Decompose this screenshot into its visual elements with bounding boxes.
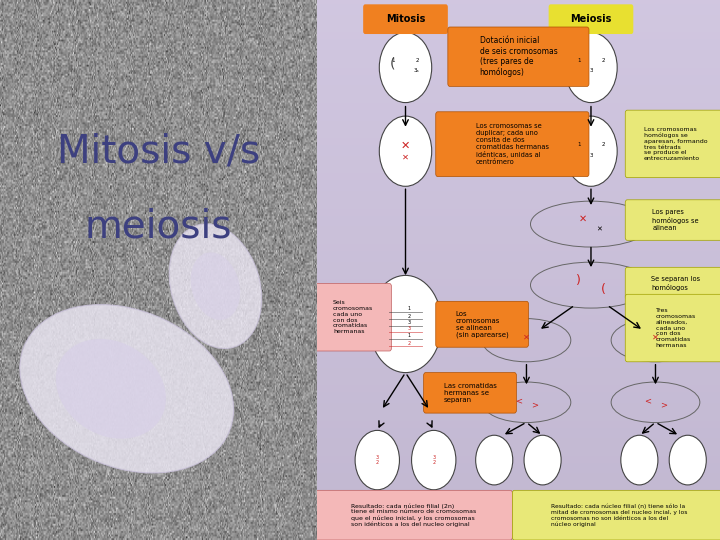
Circle shape (564, 32, 617, 103)
Text: Resultado: cada núcleo filial (n) tiene sólo la
mitad de cromosomas del nucleo i: Resultado: cada núcleo filial (n) tiene … (551, 503, 688, 527)
Text: Tres
cromosomas
alineados,
cada uno
con dos
cromatidas
hermanas: Tres cromosomas alineados, cada uno con … (655, 308, 696, 348)
Circle shape (379, 116, 432, 186)
Circle shape (369, 275, 442, 373)
Circle shape (412, 430, 456, 490)
FancyBboxPatch shape (315, 490, 513, 540)
Text: ✕: ✕ (596, 226, 602, 233)
Text: 2: 2 (416, 58, 419, 63)
Text: Resultado: cada núcleo filial (2n)
tiene el mismo número de cromosomas
que el nú: Resultado: cada núcleo filial (2n) tiene… (351, 503, 476, 527)
FancyBboxPatch shape (448, 27, 589, 86)
FancyBboxPatch shape (625, 200, 720, 240)
Text: >: > (531, 400, 538, 409)
Ellipse shape (169, 224, 261, 348)
FancyBboxPatch shape (625, 294, 720, 362)
Text: 2: 2 (408, 314, 411, 319)
Text: ✕: ✕ (652, 333, 659, 342)
Text: 1: 1 (577, 142, 580, 147)
Ellipse shape (56, 339, 166, 438)
Text: Los cromosomas se
duplicar; cada uno
consita de dos
cromatidas hermanas
idéntica: Los cromosomas se duplicar; cada uno con… (476, 123, 549, 165)
Text: Se separan los
homólogos: Se separan los homólogos (651, 276, 701, 291)
FancyBboxPatch shape (625, 267, 720, 300)
Text: <: < (644, 396, 651, 405)
Text: 3
2: 3 2 (376, 455, 379, 465)
Text: 3
2: 3 2 (432, 455, 436, 465)
Text: 1: 1 (408, 307, 411, 312)
Text: 1: 1 (577, 58, 580, 63)
Text: 3: 3 (408, 320, 411, 325)
Circle shape (379, 32, 432, 103)
Text: 3: 3 (589, 69, 593, 73)
Text: 2: 2 (601, 58, 605, 63)
Text: (: ( (390, 57, 395, 71)
FancyBboxPatch shape (423, 373, 516, 413)
Text: Los pares
homólogos se
alinean: Los pares homólogos se alinean (652, 210, 699, 231)
Text: Mitosis: Mitosis (386, 14, 426, 24)
Circle shape (355, 430, 400, 490)
Text: Mitosis v/s: Mitosis v/s (57, 132, 260, 170)
Circle shape (524, 435, 561, 485)
Text: ✕: ✕ (523, 333, 530, 342)
Circle shape (669, 435, 706, 485)
FancyBboxPatch shape (625, 110, 720, 178)
Text: 1: 1 (392, 58, 395, 63)
Text: 2: 2 (601, 142, 605, 147)
Text: meiosis: meiosis (85, 208, 232, 246)
FancyBboxPatch shape (315, 284, 392, 351)
Text: ✕: ✕ (579, 214, 587, 224)
Text: >: > (660, 400, 667, 409)
Text: (: ( (600, 283, 606, 296)
Text: Meiosis: Meiosis (570, 14, 612, 24)
Text: 1: 1 (408, 333, 411, 338)
Text: 3: 3 (589, 153, 593, 158)
Text: 3ₐ: 3ₐ (413, 69, 419, 73)
Circle shape (621, 435, 658, 485)
Text: Dotación inicial
de seis cromosomas
(tres pares de
homólogos): Dotación inicial de seis cromosomas (tre… (480, 36, 557, 77)
Text: ): ) (577, 274, 581, 287)
Text: 2: 2 (408, 341, 411, 346)
Text: Las cromatidas
hermanas se
separan: Las cromatidas hermanas se separan (444, 383, 497, 403)
Text: 3: 3 (408, 327, 411, 332)
Circle shape (564, 116, 617, 186)
FancyBboxPatch shape (436, 301, 528, 347)
Text: <: < (515, 396, 522, 405)
Ellipse shape (20, 305, 233, 473)
Text: ✕: ✕ (401, 141, 410, 151)
Text: Los
cromosomas
se alinean
(sin aparearse): Los cromosomas se alinean (sin aparearse… (456, 310, 508, 338)
FancyBboxPatch shape (436, 112, 589, 177)
Text: Los cromosomas
homólogos se
aparesan, formando
tres tétrads
se produce el
entrec: Los cromosomas homólogos se aparesan, fo… (644, 126, 708, 161)
FancyBboxPatch shape (513, 490, 720, 540)
Circle shape (476, 435, 513, 485)
Text: Seis
cromosomas
cada uno
con dos
cromatidas
hermanas: Seis cromosomas cada uno con dos cromati… (333, 300, 373, 334)
FancyBboxPatch shape (363, 4, 448, 34)
Text: ✕: ✕ (402, 152, 409, 161)
FancyBboxPatch shape (549, 4, 634, 34)
Ellipse shape (191, 252, 240, 320)
